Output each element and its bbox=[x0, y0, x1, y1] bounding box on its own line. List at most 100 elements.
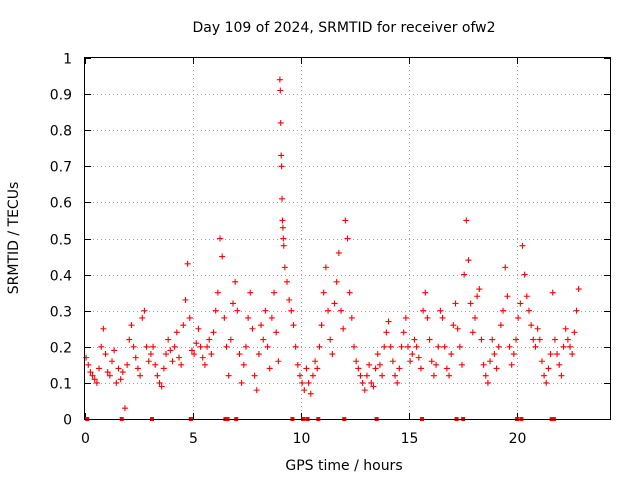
data-point bbox=[255, 351, 262, 358]
data-point bbox=[504, 293, 511, 300]
data-point bbox=[575, 286, 582, 293]
data-point bbox=[139, 314, 146, 321]
data-point bbox=[279, 217, 286, 224]
data-point bbox=[169, 358, 176, 365]
y-tick-label: 0.8 bbox=[50, 124, 72, 140]
data-point bbox=[456, 343, 463, 350]
data-point bbox=[137, 372, 144, 379]
data-point bbox=[279, 224, 286, 231]
data-point bbox=[158, 383, 165, 390]
y-tick-label: 0.2 bbox=[50, 341, 72, 357]
data-point bbox=[433, 361, 440, 368]
data-point bbox=[411, 336, 418, 343]
data-point bbox=[368, 379, 375, 386]
data-point bbox=[278, 163, 285, 170]
data-point bbox=[193, 340, 200, 347]
data-point bbox=[232, 278, 239, 285]
data-point bbox=[85, 361, 92, 368]
data-point bbox=[234, 307, 241, 314]
data-point bbox=[160, 365, 167, 372]
data-point bbox=[564, 336, 571, 343]
data-point bbox=[480, 361, 487, 368]
data-point bbox=[536, 336, 543, 343]
data-point bbox=[113, 379, 120, 386]
axis-ticks: 00.10.20.30.40.50.60.70.80.910 5 10 15 20 bbox=[50, 52, 610, 447]
data-point bbox=[219, 253, 226, 260]
data-point bbox=[394, 379, 401, 386]
data-point bbox=[487, 358, 494, 365]
data-point bbox=[370, 383, 377, 390]
data-point bbox=[413, 343, 420, 350]
y-tick-label: 0.5 bbox=[50, 233, 72, 249]
data-point bbox=[245, 314, 252, 321]
data-point bbox=[322, 264, 329, 271]
data-point bbox=[100, 325, 107, 332]
data-point bbox=[184, 260, 191, 267]
data-point bbox=[547, 351, 554, 358]
data-point bbox=[227, 336, 234, 343]
data-point bbox=[329, 351, 336, 358]
data-point bbox=[314, 365, 321, 372]
data-point bbox=[573, 307, 580, 314]
data-point bbox=[305, 379, 312, 386]
data-point bbox=[372, 365, 379, 372]
data-point bbox=[521, 271, 528, 278]
data-point bbox=[435, 343, 442, 350]
data-point bbox=[471, 314, 478, 321]
data-point bbox=[126, 336, 133, 343]
data-point bbox=[392, 372, 399, 379]
data-point bbox=[342, 217, 349, 224]
data-point bbox=[426, 336, 433, 343]
data-point bbox=[461, 271, 468, 278]
data-point bbox=[165, 336, 172, 343]
data-point bbox=[515, 314, 522, 321]
data-point bbox=[271, 289, 278, 296]
data-point bbox=[467, 300, 474, 307]
data-point bbox=[484, 379, 491, 386]
data-point bbox=[277, 87, 284, 94]
x-tick-label: 0 bbox=[81, 431, 90, 447]
data-point bbox=[489, 336, 496, 343]
data-point bbox=[381, 343, 388, 350]
data-point bbox=[280, 242, 287, 249]
data-point bbox=[312, 358, 319, 365]
data-point bbox=[236, 351, 243, 358]
data-point bbox=[316, 343, 323, 350]
data-point bbox=[506, 343, 513, 350]
data-point bbox=[348, 314, 355, 321]
data-point bbox=[528, 322, 535, 329]
data-point bbox=[415, 354, 422, 361]
data-point bbox=[173, 329, 180, 336]
data-point bbox=[545, 365, 552, 372]
data-point bbox=[366, 361, 373, 368]
data-point bbox=[93, 379, 100, 386]
data-point bbox=[500, 307, 507, 314]
y-tick-label: 0.3 bbox=[50, 305, 72, 321]
data-point bbox=[549, 289, 556, 296]
y-tick-label: 0.7 bbox=[50, 160, 72, 176]
data-point bbox=[290, 322, 297, 329]
data-point bbox=[335, 249, 342, 256]
data-point bbox=[221, 314, 228, 321]
data-point bbox=[359, 379, 366, 386]
data-point bbox=[497, 322, 504, 329]
data-point bbox=[199, 354, 206, 361]
data-point bbox=[402, 314, 409, 321]
data-point bbox=[530, 336, 537, 343]
data-point bbox=[469, 329, 476, 336]
data-point bbox=[376, 361, 383, 368]
data-point bbox=[532, 343, 539, 350]
data-point bbox=[355, 365, 362, 372]
data-point bbox=[389, 358, 396, 365]
data-point bbox=[260, 336, 267, 343]
data-point bbox=[407, 358, 414, 365]
data-point bbox=[363, 372, 370, 379]
data-point bbox=[541, 372, 548, 379]
data-point bbox=[197, 343, 204, 350]
data-point bbox=[556, 361, 563, 368]
data-point bbox=[387, 343, 394, 350]
data-point bbox=[264, 343, 271, 350]
data-point bbox=[562, 325, 569, 332]
data-point bbox=[152, 361, 159, 368]
